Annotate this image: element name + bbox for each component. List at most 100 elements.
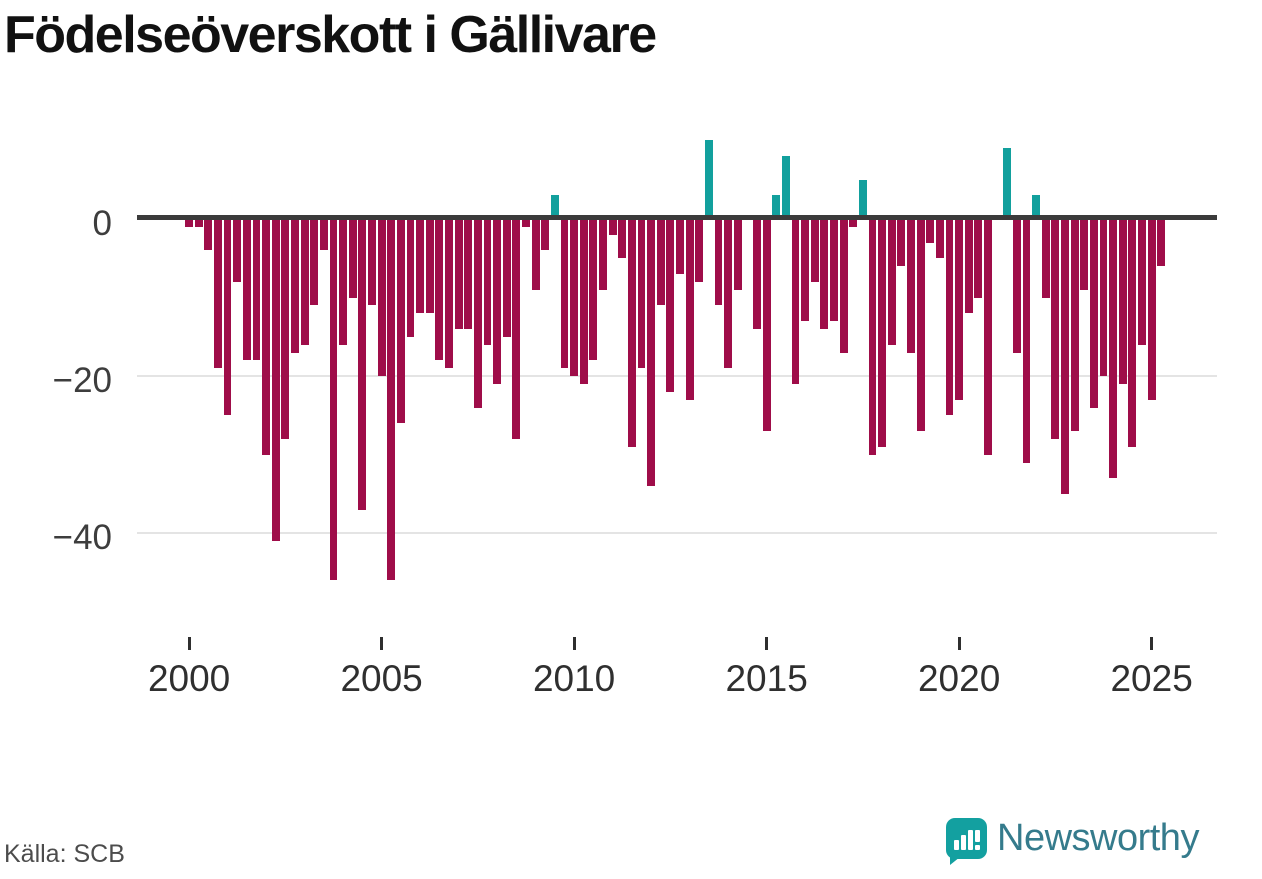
bar xyxy=(907,219,915,353)
bar xyxy=(194,219,203,227)
bar xyxy=(849,219,858,227)
gridline-y-40 xyxy=(137,532,1217,535)
newsworthy-logo-text: Newsworthy xyxy=(997,817,1199,859)
bar xyxy=(858,179,867,219)
bar xyxy=(887,219,896,345)
bar xyxy=(406,219,415,337)
bar xyxy=(724,219,733,369)
bar xyxy=(579,219,588,384)
bar xyxy=(252,219,261,361)
bar xyxy=(916,219,925,432)
bar xyxy=(271,219,280,542)
bar xyxy=(425,219,434,314)
bar xyxy=(839,219,848,353)
bar xyxy=(512,219,521,439)
source-note: Källa: SCB xyxy=(4,840,125,868)
bar xyxy=(377,219,386,377)
bar xyxy=(830,219,838,322)
bar xyxy=(281,219,290,439)
bar xyxy=(310,219,319,306)
bar xyxy=(473,219,482,408)
bar xyxy=(329,219,338,581)
bar xyxy=(955,219,964,400)
bar xyxy=(1128,219,1137,447)
bar xyxy=(984,219,992,455)
x-axis-label: 2020 xyxy=(917,658,1001,699)
x-axis-label: 2005 xyxy=(340,658,423,699)
bar xyxy=(291,219,299,353)
zero-axis-line xyxy=(137,215,1217,220)
bar xyxy=(522,219,530,227)
bar xyxy=(974,219,983,298)
bar xyxy=(1099,219,1108,377)
bar xyxy=(233,219,242,282)
chart-title: Födelseöverskott i Gällivare xyxy=(4,6,657,64)
bar xyxy=(714,219,723,306)
bar xyxy=(685,219,694,400)
bar xyxy=(204,219,213,251)
bar xyxy=(223,219,232,416)
bar xyxy=(897,219,906,267)
x-axis-label: 2015 xyxy=(725,658,808,699)
bar xyxy=(319,219,328,251)
bar xyxy=(1080,219,1089,290)
bar xyxy=(753,219,761,329)
bar xyxy=(454,219,463,329)
x-axis-tick xyxy=(572,637,576,650)
bar xyxy=(483,219,492,345)
y-axis-label: −20 xyxy=(52,361,112,401)
bar xyxy=(1070,219,1079,432)
bar xyxy=(1147,219,1156,400)
bar xyxy=(262,219,270,455)
bar xyxy=(733,219,742,290)
bar xyxy=(560,219,569,369)
bar xyxy=(531,219,540,290)
bar xyxy=(608,219,617,235)
bar xyxy=(935,219,944,259)
bar xyxy=(772,195,781,219)
bar xyxy=(666,219,675,392)
bar xyxy=(801,219,810,322)
x-axis-tick xyxy=(380,637,384,650)
bar xyxy=(637,219,646,369)
bar xyxy=(570,219,579,377)
bar xyxy=(1032,195,1041,219)
bar xyxy=(627,219,636,447)
bar xyxy=(445,219,453,369)
bar xyxy=(656,219,665,306)
gridline-y-20 xyxy=(137,375,1217,378)
bar xyxy=(416,219,424,314)
bar xyxy=(550,195,559,219)
bar xyxy=(1051,219,1060,439)
newsworthy-logo[interactable]: Newsworthy xyxy=(946,817,1199,865)
bar xyxy=(599,219,607,290)
bar xyxy=(618,219,627,259)
bar xyxy=(214,219,222,369)
bar xyxy=(396,219,405,424)
bar xyxy=(464,219,473,329)
bar xyxy=(781,156,790,219)
bar xyxy=(704,140,713,219)
x-axis-tick xyxy=(187,637,191,650)
bar xyxy=(1089,219,1098,408)
bar xyxy=(676,219,684,274)
x-axis-label: 2025 xyxy=(1110,658,1193,699)
bar xyxy=(493,219,501,384)
bar xyxy=(368,219,376,306)
x-axis-label: 2010 xyxy=(532,658,616,699)
bar xyxy=(647,219,656,487)
bar xyxy=(1061,219,1069,494)
x-axis-tick xyxy=(957,637,961,650)
bar xyxy=(964,219,973,314)
bar xyxy=(435,219,444,361)
bar xyxy=(1138,219,1146,345)
bar xyxy=(541,219,550,251)
x-axis-label: 2000 xyxy=(147,658,231,699)
bar xyxy=(868,219,877,455)
bar xyxy=(1022,219,1031,463)
y-axis-label: −40 xyxy=(52,518,112,558)
bar xyxy=(1109,219,1118,479)
bar xyxy=(242,219,251,361)
bar xyxy=(185,219,193,227)
